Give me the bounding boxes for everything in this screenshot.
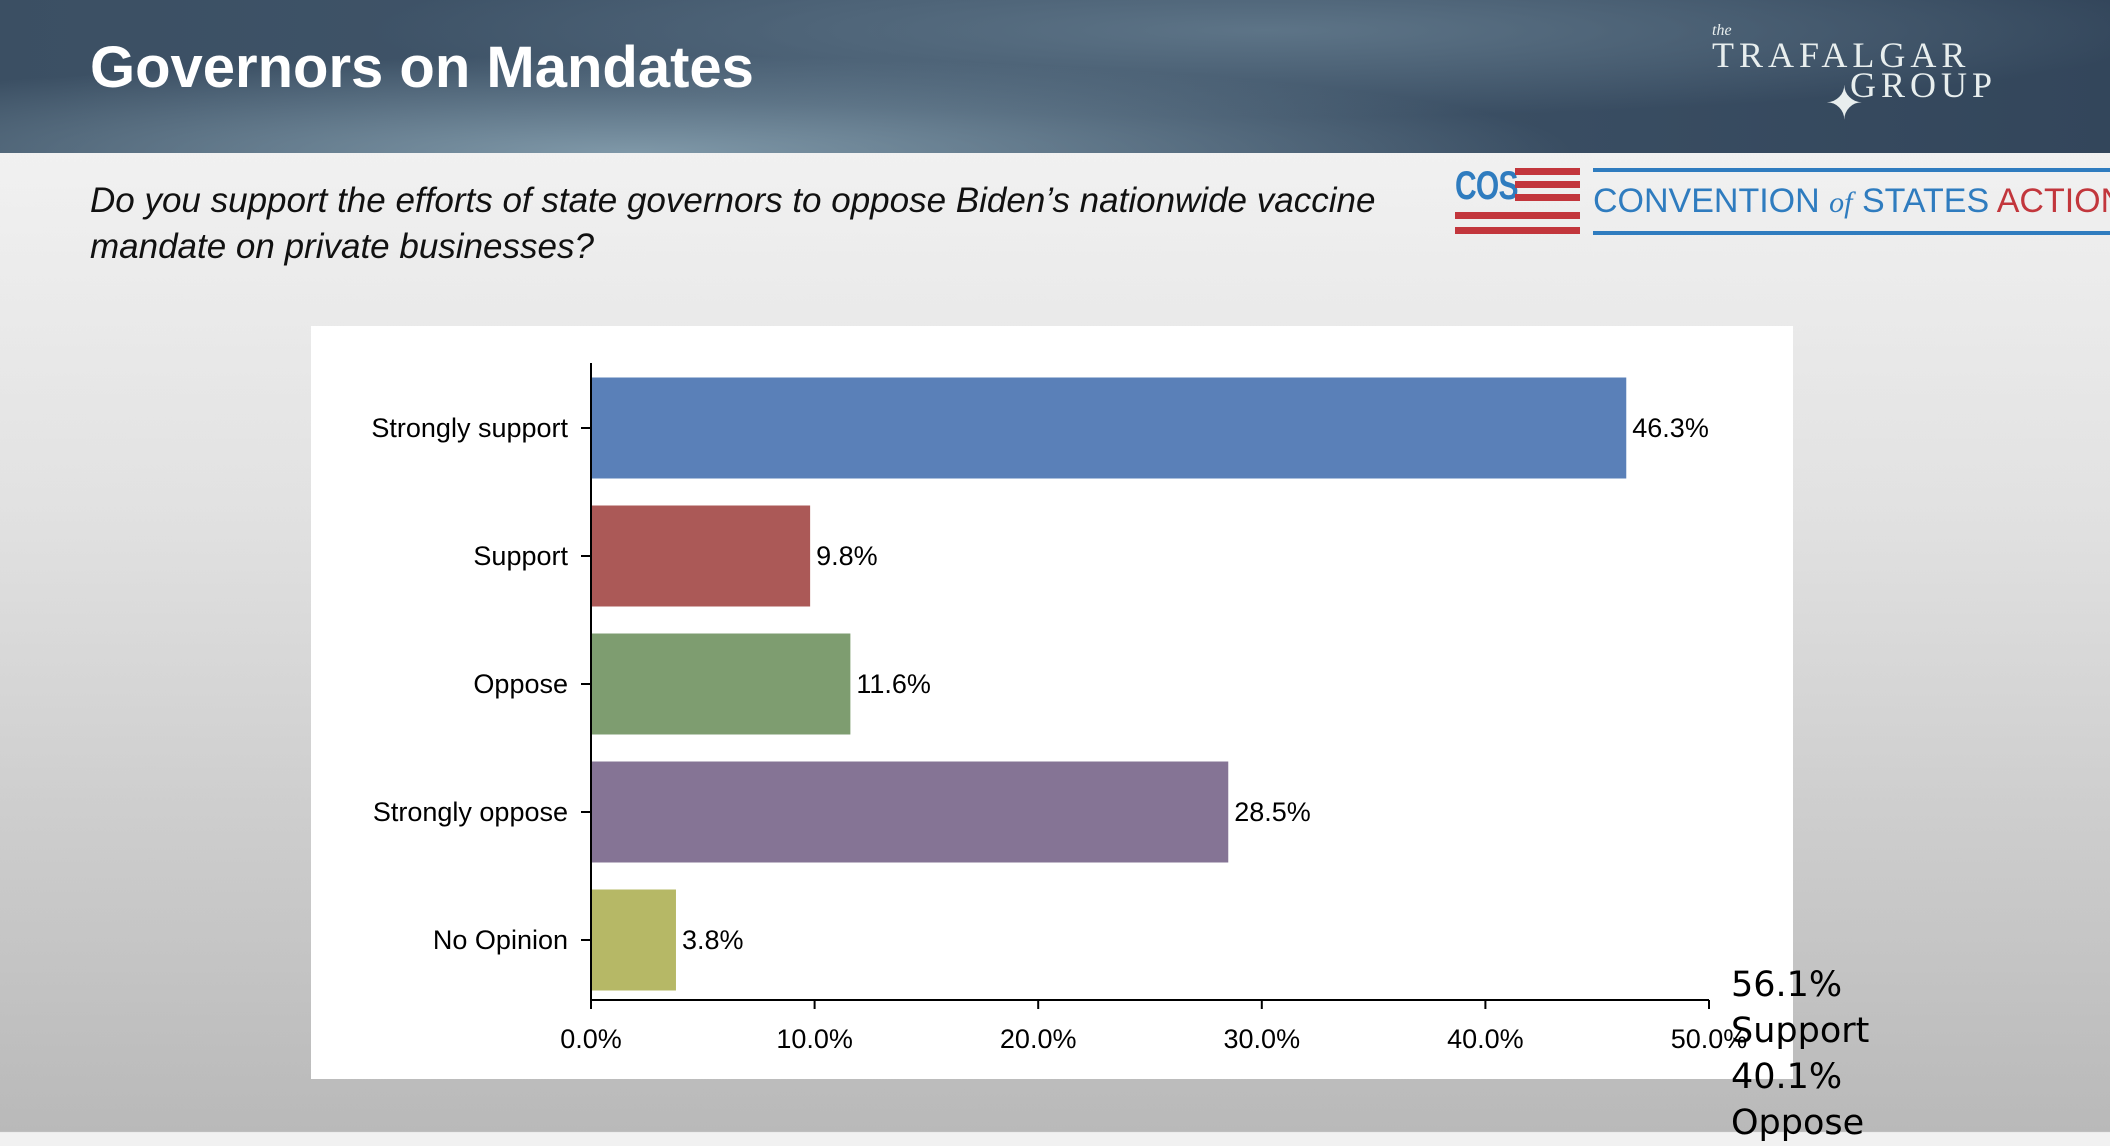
cos-word: of: [1829, 186, 1853, 219]
cos-abbr: COS: [1455, 164, 1519, 208]
bar: [591, 505, 811, 607]
flag-stripe: [1455, 227, 1580, 234]
flag-stripe: [1455, 212, 1580, 219]
x-tick-label: 40.0%: [1447, 1024, 1524, 1054]
data-label: 11.6%: [856, 669, 931, 699]
header-banner: Governors on Mandates the TRAFALGAR GROU…: [0, 0, 2110, 153]
data-label: 28.5%: [1234, 797, 1311, 827]
bar: [591, 633, 851, 735]
x-tick-label: 20.0%: [1000, 1024, 1077, 1054]
logo-line1: TRAFALGAR: [1712, 35, 1971, 75]
cos-word: CONVENTION: [1593, 182, 1820, 220]
bar: [591, 889, 676, 991]
trafalgar-group-logo: the TRAFALGAR GROUP ✦: [1700, 20, 2030, 135]
category-label: Oppose: [473, 669, 568, 699]
survey-question: Do you support the efforts of state gove…: [90, 181, 1376, 266]
category-label: Support: [473, 541, 568, 571]
bar-chart: Strongly support 46.3% Support 9.8% Oppose 11…: [371, 363, 1748, 1054]
category-label: Strongly oppose: [373, 797, 568, 827]
page-title: Governors on Mandates: [90, 35, 754, 100]
cos-word: ACTION: [1996, 182, 2110, 220]
data-label: 9.8%: [816, 541, 878, 571]
category-label: Strongly support: [371, 413, 568, 443]
cos-word: STATES: [1861, 182, 1990, 220]
flag-stripe: [1515, 194, 1580, 201]
data-label: 3.8%: [682, 925, 744, 955]
chart-panel: Strongly support 46.3% Support 9.8% Oppose 11…: [311, 326, 1869, 1143]
bar: [591, 377, 1627, 479]
logo-rule: [1593, 168, 2110, 172]
summary-oppose: 40.1% Oppose: [1731, 1057, 1865, 1143]
summary-box: 56.1% Support 40.1% Oppose: [1731, 962, 1869, 1146]
logo-the: the: [1712, 22, 1732, 39]
category-label: No Opinion: [433, 925, 568, 955]
compass-star-icon: ✦: [1825, 78, 1864, 129]
x-tick-label: 10.0%: [776, 1024, 853, 1054]
bar: [591, 761, 1229, 863]
logo-rule: [1593, 231, 2110, 235]
flag-stripe: [1515, 181, 1580, 188]
x-tick-label: 0.0%: [560, 1024, 622, 1054]
data-label: 46.3%: [1632, 413, 1709, 443]
x-tick-label: 50.0%: [1671, 1024, 1748, 1054]
logo-line2: GROUP: [1850, 65, 1998, 105]
convention-of-states-logo: COS CONVENTION of STATES ACTION: [1455, 164, 2110, 238]
summary-support: 56.1% Support: [1731, 965, 1870, 1051]
x-tick-label: 30.0%: [1224, 1024, 1301, 1054]
flag-stripe: [1515, 168, 1580, 175]
cos-name: CONVENTION of STATES ACTION: [1593, 182, 2110, 221]
